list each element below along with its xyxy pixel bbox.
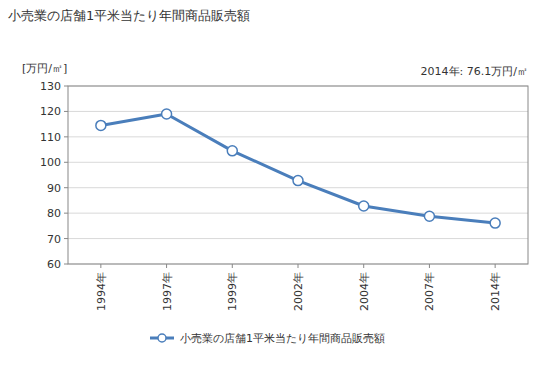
tick-label: 1997年 [161,272,174,311]
tick [232,264,233,268]
tick-label: 2007年 [423,272,436,311]
line [101,114,495,223]
marker [293,176,303,186]
tick-label: 1999年 [226,272,239,311]
grid-line [68,187,528,188]
grid-line [68,238,528,239]
chart: 小売業の店舗1平米当たり年間商品販売額 [万円/㎡] 2014年: 76.1万円/㎡… [0,0,560,366]
marker [359,201,369,211]
tick-label: 2014年 [489,272,502,311]
marks [96,109,500,228]
grid-line [68,213,528,214]
tick-label: 110 [40,131,61,144]
tick-label: 130 [40,80,61,93]
tick [64,264,68,265]
tick-label: 1994年 [95,272,108,311]
tick [495,264,496,268]
grid-line [68,162,528,163]
annotation: 2014年: 76.1万円/㎡ [421,65,528,78]
grid-line [68,136,528,137]
tick [166,264,167,268]
legend-label: 小売業の店舗1平米当たり年間商品販売額 [180,332,385,345]
title: 小売業の店舗1平米当たり年間商品販売額 [8,8,250,23]
y-label: [万円/㎡] [22,62,67,75]
marker [96,120,106,130]
tick [64,136,68,137]
tick [64,187,68,188]
tick-label: 120 [40,105,61,118]
tick [64,111,68,112]
marker [162,109,172,119]
plot-frame [68,86,528,264]
marker [227,146,237,156]
tick [64,162,68,163]
background [0,0,560,366]
tick [363,264,364,268]
legend-marker [158,334,166,342]
tick-label: 100 [40,156,61,169]
tick [64,213,68,214]
tick-label: 90 [47,182,61,195]
tick-label: 2004年 [358,272,371,311]
tick [100,264,101,268]
tick [64,86,68,87]
marker [424,211,434,221]
tick [429,264,430,268]
tick-label: 2002年 [292,272,305,311]
tick-label: 70 [47,233,61,246]
tick-label: 80 [47,207,61,220]
tick-label: 60 [47,258,61,271]
tick [298,264,299,268]
tick [64,238,68,239]
legend: 小売業の店舗1平米当たり年間商品販売額 [150,332,385,345]
grid-line [68,111,528,112]
marker [490,218,500,228]
